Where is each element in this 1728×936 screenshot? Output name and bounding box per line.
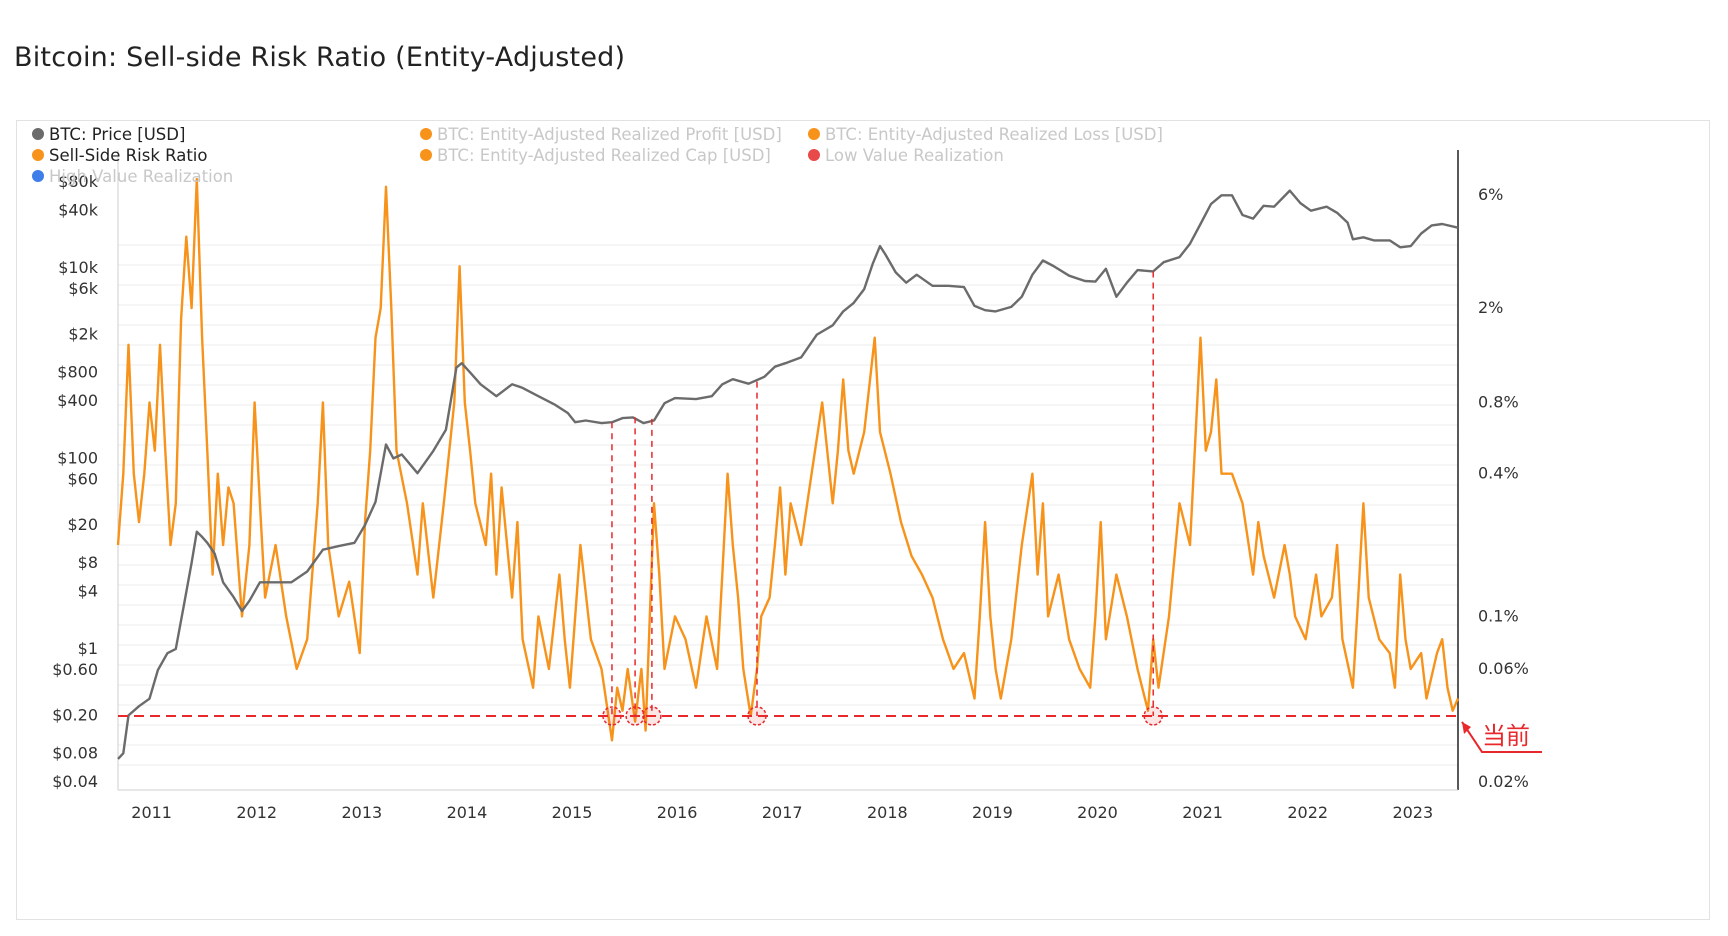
legend-label: BTC: Entity-Adjusted Realized Loss [USD] (825, 125, 1163, 144)
legend-dot (420, 128, 432, 140)
y-left-tick-label: $6k (68, 279, 98, 298)
y-left-tick-label: $0.20 (52, 705, 98, 724)
legend-dot (32, 149, 44, 161)
y-left-tick-label: $10k (58, 258, 99, 277)
annotation-text: 当前 (1482, 722, 1530, 750)
legend-dot (420, 149, 432, 161)
y-right-tick-label: 0.1% (1478, 606, 1519, 625)
y-left-tick-label: $80k (58, 172, 99, 191)
y-left-tick-label: $0.04 (52, 772, 98, 791)
y-left-tick-label: $100 (57, 448, 98, 467)
x-tick-label: 2023 (1392, 803, 1433, 822)
annotation-arrow-line (1461, 721, 1542, 753)
legend-label: BTC: Price [USD] (49, 125, 185, 144)
y-right-tick-label: 2% (1478, 298, 1503, 317)
y-right-tick-label: 0.06% (1478, 659, 1529, 678)
x-tick-label: 2020 (1077, 803, 1118, 822)
ratio-layer (116, 177, 1460, 742)
price-layer (117, 189, 1459, 760)
x-tick-label: 2019 (972, 803, 1013, 822)
x-tick-label: 2016 (657, 803, 698, 822)
y-right-tick-label: 0.8% (1478, 392, 1519, 411)
legend: BTC: Price [USD] BTC: Entity-Adjusted Rea… (32, 125, 1163, 186)
legend-label: Low Value Realization (825, 146, 1004, 165)
axes-layer: $80k $40k $10k $6k $2k $800 $400 $100 $60 $20 $8 $4… (52, 150, 1529, 822)
y-left-tick-label: $2k (68, 325, 98, 344)
y-left-tick-label: $4 (78, 582, 98, 601)
low-point-circle (642, 706, 662, 726)
x-tick-label: 2012 (236, 803, 277, 822)
y-right-tick-label: 0.4% (1478, 464, 1519, 483)
y-right-tick-label: 6% (1478, 185, 1503, 204)
low-point-circle (747, 706, 767, 726)
x-tick-label: 2015 (552, 803, 593, 822)
y-left-tick-label: $800 (57, 362, 98, 381)
y-left-tick-label: $40k (58, 201, 99, 220)
y-left-tick-label: $0.08 (52, 743, 98, 762)
low-point-circle (1143, 706, 1163, 726)
legend-label: BTC: Entity-Adjusted Realized Cap [USD] (437, 146, 771, 165)
marker-layer (118, 271, 1458, 726)
y-left-tick-label: $1 (78, 639, 98, 658)
legend-label: Sell-Side Risk Ratio (49, 146, 207, 165)
legend-label: High Value Realization (49, 167, 233, 186)
low-point-circle (602, 706, 622, 726)
legend-dot (32, 170, 44, 182)
x-tick-label: 2011 (131, 803, 172, 822)
ratio-series-line (116, 177, 1460, 742)
y-left-tick-label: $60 (67, 470, 98, 489)
x-tick-label: 2013 (341, 803, 382, 822)
low-point-circle (625, 706, 645, 726)
annotation-arrow-head (1462, 721, 1471, 734)
y-left-tick-label: $400 (57, 391, 98, 410)
grid-layer (118, 244, 1458, 766)
legend-dot (808, 128, 820, 140)
x-tick-label: 2022 (1287, 803, 1328, 822)
chart-frame (16, 120, 1710, 920)
page-title: Bitcoin: Sell-side Risk Ratio (Entity-Ad… (14, 42, 626, 73)
price-series-line (117, 189, 1459, 760)
annotation-layer: 当前 (1461, 721, 1542, 753)
legend-dot (808, 149, 820, 161)
x-tick-label: 2018 (867, 803, 908, 822)
y-left-tick-label: $0.60 (52, 660, 98, 679)
x-tick-label: 2021 (1182, 803, 1223, 822)
legend-dot (32, 128, 44, 140)
x-tick-label: 2014 (447, 803, 488, 822)
y-right-tick-label: 0.02% (1478, 772, 1529, 791)
y-left-tick-label: $20 (67, 515, 98, 534)
legend-label: BTC: Entity-Adjusted Realized Profit [US… (437, 125, 782, 144)
y-left-tick-label: $8 (78, 553, 98, 572)
x-tick-label: 2017 (762, 803, 803, 822)
